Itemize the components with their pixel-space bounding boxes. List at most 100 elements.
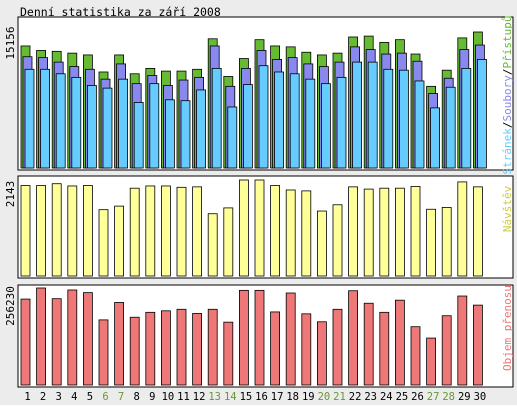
- bar-bandwidth-day-27: [426, 337, 437, 386]
- bar-bandwidth-day-5: [83, 292, 93, 386]
- bar-pages-day-13: [211, 67, 222, 169]
- legend-hits: Přístupů: [501, 16, 514, 69]
- bar-visits-day-28: [441, 207, 452, 277]
- bar-pages-day-3: [55, 73, 66, 169]
- bar-pages-day-1: [24, 68, 35, 169]
- bar-pages-day-2: [40, 68, 50, 169]
- x-tick-label-day-17: 17: [271, 391, 284, 403]
- bar-visits-day-22: [348, 186, 359, 277]
- x-tick-label-day-20: 20: [318, 391, 331, 403]
- bar-bandwidth-day-30: [472, 304, 483, 386]
- bar-pages-day-20: [320, 83, 331, 169]
- bar-bandwidth-day-28: [441, 315, 452, 386]
- x-tick-label-day-12: 12: [193, 391, 206, 403]
- bar-bandwidth-day-26: [410, 326, 421, 386]
- legend-pages: Stránek: [501, 128, 514, 175]
- bar-pages-day-18: [289, 73, 300, 169]
- x-axis-day-labels: 1 2 3 4 5 6 7 8 9 10 11 12 13 14 15 16 17 18 19 20 21 22 23 24 2…: [24, 391, 486, 403]
- bar-pages-day-26: [414, 80, 425, 169]
- x-tick-label-day-27: 27: [427, 391, 440, 403]
- bar-pages-day-15: [242, 84, 253, 169]
- bar-pages-day-8: [133, 102, 144, 169]
- bar-visits-day-21: [332, 204, 343, 277]
- bar-bandwidth-day-14: [223, 321, 234, 386]
- bar-pages-day-16: [258, 65, 269, 169]
- bar-bandwidth-day-2: [36, 287, 46, 386]
- x-tick-label-day-9: 9: [149, 391, 155, 403]
- bar-bandwidth-day-6: [98, 319, 109, 386]
- bar-pages-day-21: [336, 76, 347, 169]
- bar-pages-day-22: [352, 61, 363, 169]
- bar-visits-day-30: [472, 186, 483, 277]
- bar-bandwidth-day-23: [363, 302, 374, 386]
- x-tick-label-day-15: 15: [240, 391, 253, 403]
- bar-visits-day-18: [285, 189, 296, 277]
- bar-visits-day-9: [145, 185, 156, 277]
- bar-bandwidth-day-9: [145, 311, 156, 386]
- bar-visits-day-3: [51, 183, 62, 277]
- bar-visits-day-10: [160, 185, 171, 277]
- bar-visits-day-27: [426, 208, 437, 277]
- bar-pages-day-5: [87, 85, 97, 169]
- bar-pages-day-9: [149, 83, 160, 169]
- bar-bandwidth-day-8: [129, 316, 140, 386]
- hits-max-label: 15156: [4, 26, 17, 59]
- bar-pages-day-4: [71, 76, 82, 169]
- bar-bandwidth-day-3: [51, 298, 62, 386]
- bar-bandwidth-day-4: [67, 289, 78, 386]
- visits-max-label: 2143: [4, 181, 17, 208]
- x-tick-label-day-24: 24: [380, 391, 393, 403]
- bar-pages-day-27: [430, 107, 441, 169]
- bar-visits-day-16: [254, 179, 265, 277]
- bar-visits-day-23: [363, 188, 374, 277]
- bar-bandwidth-day-24: [379, 311, 390, 386]
- bar-pages-day-19: [305, 78, 316, 169]
- bar-pages-day-24: [383, 68, 394, 169]
- bar-bandwidth-day-19: [301, 313, 312, 386]
- x-tick-label-day-26: 26: [411, 391, 424, 403]
- bar-bandwidth-day-12: [192, 313, 203, 386]
- x-tick-label-day-13: 13: [208, 391, 221, 403]
- x-tick-label-day-19: 19: [302, 391, 315, 403]
- bar-pages-day-14: [227, 106, 238, 169]
- x-tick-label-day-7: 7: [118, 391, 124, 403]
- x-tick-label-day-29: 29: [458, 391, 471, 403]
- bar-visits-day-12: [192, 186, 203, 277]
- bar-visits-day-17: [270, 185, 281, 277]
- x-tick-label-day-22: 22: [349, 391, 362, 403]
- bar-visits-day-25: [394, 187, 405, 277]
- bar-pages-day-6: [102, 87, 113, 169]
- bar-visits-day-13: [207, 213, 218, 277]
- x-tick-label-day-11: 11: [177, 391, 190, 403]
- bar-bandwidth-day-29: [457, 295, 468, 386]
- bar-bandwidth-day-11: [176, 308, 187, 386]
- x-tick-label-day-10: 10: [162, 391, 175, 403]
- bar-visits-day-1: [20, 185, 31, 277]
- bar-pages-day-29: [461, 67, 472, 169]
- x-tick-label-day-2: 2: [40, 391, 46, 403]
- bar-visits-day-2: [36, 185, 46, 277]
- bar-bandwidth-day-15: [238, 289, 249, 386]
- x-tick-label-day-18: 18: [286, 391, 299, 403]
- legend-separator-1: /: [501, 121, 514, 128]
- x-tick-label-day-23: 23: [364, 391, 377, 403]
- x-tick-label-day-16: 16: [255, 391, 268, 403]
- bar-pages-day-17: [274, 71, 285, 169]
- bar-visits-day-6: [98, 209, 109, 277]
- bar-visits-day-29: [457, 181, 468, 277]
- bar-bandwidth-day-22: [348, 290, 359, 386]
- x-tick-label-day-14: 14: [224, 391, 237, 403]
- bandwidth-max-label: 256230: [4, 286, 17, 326]
- x-tick-label-day-21: 21: [333, 391, 346, 403]
- bar-pages-day-12: [196, 89, 207, 169]
- bar-pages-day-25: [398, 69, 409, 169]
- bar-visits-day-19: [301, 190, 312, 277]
- hits-legend: Stránek/Soubory/Přístupů: [501, 16, 514, 175]
- bar-bandwidth-day-20: [316, 321, 327, 386]
- x-tick-label-day-28: 28: [442, 391, 455, 403]
- bar-pages-day-10: [164, 99, 175, 169]
- x-tick-label-day-4: 4: [71, 391, 77, 403]
- x-tick-label-day-8: 8: [134, 391, 140, 403]
- bar-pages-day-7: [118, 78, 128, 169]
